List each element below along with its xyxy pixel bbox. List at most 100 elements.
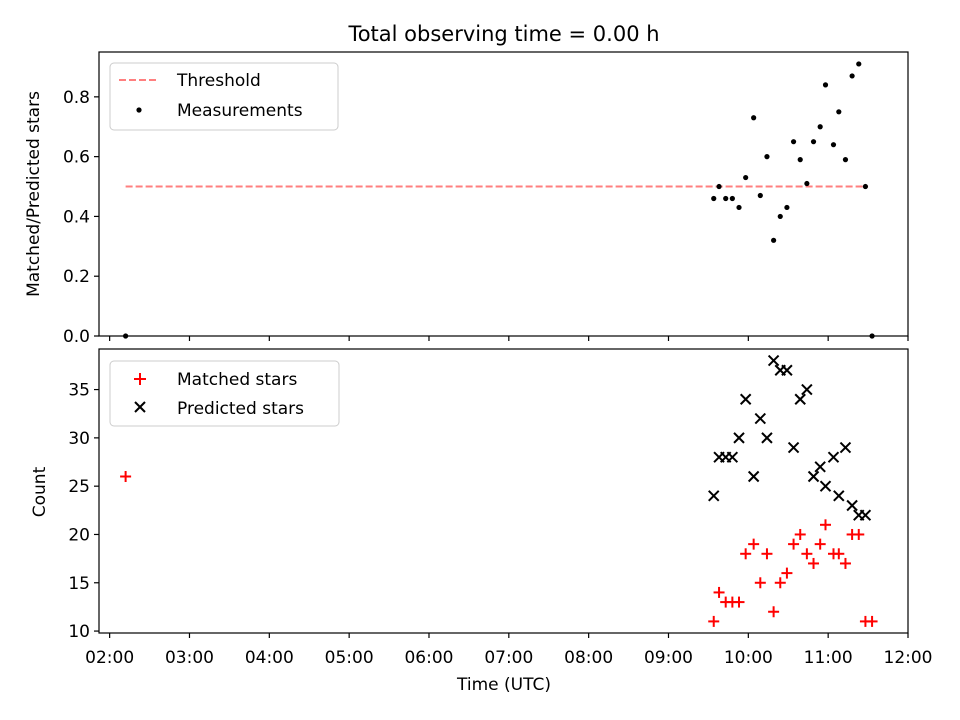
x-tick-label: 10:00 — [724, 648, 773, 668]
measurement-point — [849, 73, 855, 79]
measurement-point — [862, 183, 869, 190]
matched-star-point — [866, 615, 878, 627]
measurement-point — [797, 157, 803, 163]
predicted-star-point — [767, 354, 780, 367]
predicted-star-point — [814, 461, 826, 473]
legend-predicted-swatch — [134, 401, 146, 413]
top-y-tick-label: 0.2 — [63, 267, 90, 287]
predicted-star-point — [827, 451, 840, 463]
measurement-point — [711, 195, 717, 202]
matched-star-point — [733, 596, 745, 608]
matched-star-point — [754, 577, 766, 589]
measurement-point — [751, 115, 757, 121]
matched-star-point — [748, 538, 760, 550]
measurement-point — [777, 213, 783, 220]
measurement-point — [836, 109, 842, 115]
predicted-star-point — [754, 412, 767, 425]
x-tick-label: 02:00 — [85, 648, 134, 668]
predicted-star-point — [859, 509, 872, 521]
predicted-star-point — [794, 393, 806, 405]
measurement-point — [830, 142, 837, 148]
matched-star-point — [853, 528, 865, 540]
x-tick-label: 11:00 — [804, 648, 853, 668]
legend-measurements-swatch — [136, 107, 142, 113]
matched-star-point — [794, 528, 806, 540]
measurement-point — [842, 157, 849, 163]
matched-star-point — [839, 557, 851, 569]
bottom-y-tick-label: 15 — [68, 574, 90, 594]
top-y-axis-label: Matched/Predicted stars — [24, 91, 44, 297]
measurement-point — [743, 174, 749, 181]
bottom-y-tick-label: 20 — [68, 525, 90, 545]
predicted-star-point — [747, 470, 760, 483]
legend-measurements-label: Measurements — [177, 101, 303, 121]
bottom-y-tick-label: 10 — [68, 622, 90, 642]
legend-matched-label: Matched stars — [177, 370, 297, 390]
top-legend-frame — [109, 62, 339, 131]
matched-star-point — [833, 548, 845, 560]
bottom-y-tick-label: 35 — [68, 381, 90, 401]
x-tick-label: 03:00 — [165, 648, 214, 668]
bottom-y-tick-label: 25 — [68, 477, 90, 497]
measurement-point — [784, 204, 790, 211]
measurement-point — [810, 139, 817, 145]
predicted-star-point — [807, 470, 820, 483]
measurement-point — [817, 124, 823, 130]
matched-star-point — [801, 548, 813, 560]
top-y-tick-label: 0.8 — [63, 88, 90, 108]
top-plot-area — [123, 61, 875, 339]
top-axes-frame — [98, 51, 909, 337]
top-y-tick-label: 0.0 — [63, 327, 90, 347]
x-tick-label: 09:00 — [644, 648, 693, 668]
top-y-tick-label: 0.6 — [63, 148, 90, 168]
bottom-axes-frame — [98, 348, 909, 634]
x-tick-label: 04:00 — [245, 648, 294, 668]
x-axis-label: Time (UTC) — [456, 675, 551, 695]
predicted-star-point — [833, 490, 845, 502]
measurement-point — [804, 180, 810, 187]
top-axes: 0.0 0.2 0.4 0.6 0.8 — [63, 51, 909, 347]
top-panel: 0.00.20.40.60.8 Matched/Predicted stars … — [24, 51, 909, 347]
bottom-axes: 10 15 20 25 30 35 02:00 03:00 04:00 05:00 06:00 07:… — [68, 348, 933, 668]
legend-threshold-label: Threshold — [176, 71, 261, 91]
predicted-star-point — [846, 499, 858, 512]
measurement-point — [771, 237, 777, 243]
x-tick-label: 08:00 — [564, 648, 613, 668]
predicted-star-point — [739, 393, 752, 405]
measurement-point — [757, 192, 763, 199]
matched-star-point — [740, 548, 752, 560]
matched-star-point — [761, 548, 773, 560]
measurement-point — [729, 195, 735, 202]
measurement-point — [822, 82, 829, 88]
predicted-star-point — [787, 441, 800, 454]
top-legend: Threshold Measurements — [109, 62, 339, 131]
measurement-point — [764, 154, 770, 160]
matched-star-point — [768, 606, 780, 618]
predicted-star-point — [781, 364, 793, 376]
measurement-point — [856, 61, 862, 67]
top-y-tick-label: 0.4 — [63, 207, 90, 227]
predicted-star-point — [708, 490, 720, 502]
figure-title: Total observing time = 0.00 h — [347, 22, 659, 46]
legend-predicted-label: Predicted stars — [177, 399, 304, 419]
legend-matched-swatch — [134, 373, 146, 385]
measurement-point — [790, 139, 797, 145]
x-tick-label: 07:00 — [484, 648, 533, 668]
matched-star-point — [788, 538, 800, 550]
bottom-legend: Matched stars Predicted stars — [109, 360, 340, 427]
predicted-star-point — [801, 383, 813, 396]
predicted-star-point — [819, 480, 832, 492]
matched-star-point — [820, 519, 832, 531]
measurement-point — [736, 204, 742, 211]
bottom-plot-area — [120, 354, 878, 627]
x-tick-label: 05:00 — [325, 648, 374, 668]
bottom-y-axis-label: Count — [30, 466, 50, 517]
measurement-point — [716, 183, 722, 190]
matched-star-point — [713, 586, 725, 598]
predicted-star-point — [839, 441, 852, 454]
matched-star-point — [708, 615, 720, 627]
measurement-point — [723, 195, 729, 202]
bottom-panel: 10 15 20 25 30 35 02:00 03:00 04:00 05:00 06:00 07:… — [30, 348, 933, 695]
predicted-star-point — [761, 432, 773, 444]
